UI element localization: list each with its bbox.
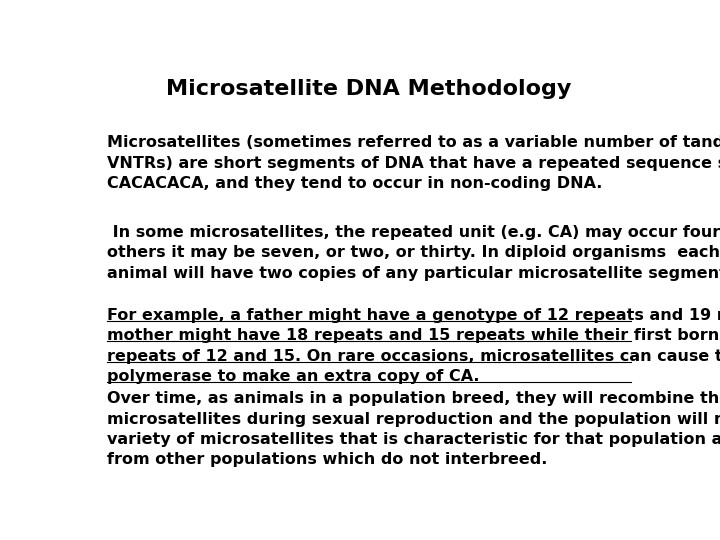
Text: Microsatellite DNA Methodology: Microsatellite DNA Methodology	[166, 79, 572, 99]
Text: For example, a father might have a genotype of 12 repeats and 19 repeats, a
moth: For example, a father might have a genot…	[107, 308, 720, 384]
Text: Over time, as animals in a population breed, they will recombine their
microsate: Over time, as animals in a population br…	[107, 391, 720, 468]
Text: In some microsatellites, the repeated unit (e.g. CA) may occur four times, in
ot: In some microsatellites, the repeated un…	[107, 225, 720, 281]
Text: Microsatellites (sometimes referred to as a variable number of tandem repeats or: Microsatellites (sometimes referred to a…	[107, 136, 720, 191]
